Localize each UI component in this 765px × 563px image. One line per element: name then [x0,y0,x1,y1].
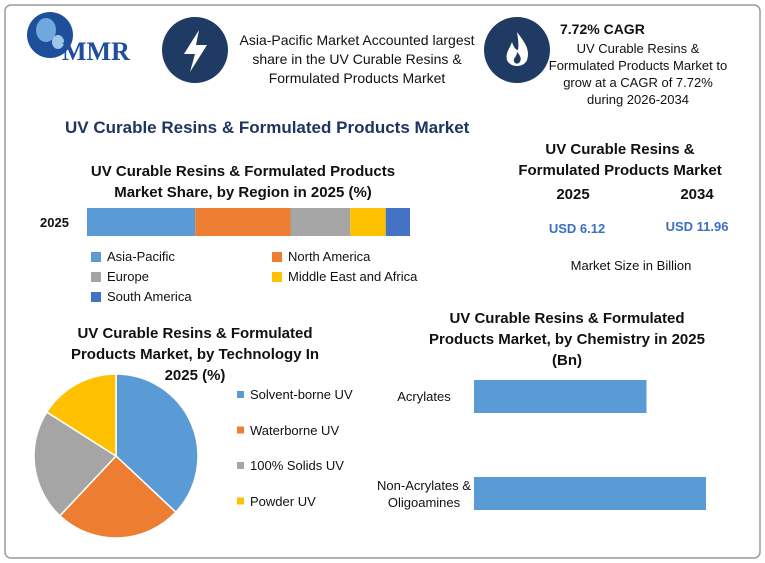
market-size-title: UV Curable Resins & Formulated Products … [518,141,722,179]
pie-slice [45,373,117,458]
legend-label: South America [107,289,192,304]
cagr-text: UV Curable Resins & Formulated Products … [548,41,728,107]
legend-label: Powder UV [250,493,316,509]
legend-swatch [91,252,101,262]
chart-title: UV Curable Resins & Formulated Products … [429,310,705,369]
chart-title: UV Curable Resins & Formulated Products … [70,325,320,384]
bar-segment [195,208,291,236]
year-label: 2025 [556,186,590,203]
bar-segment [385,208,410,236]
y-tick-label: Acrylates [397,389,451,404]
legend-swatch [91,272,101,282]
pie-slice [115,373,199,514]
cagr-title: 7.72% CAGR [560,21,645,37]
bar-segment [350,208,386,236]
chart-title: UV Curable Resins & Formulated Products … [90,163,396,201]
bar-segment [87,208,196,236]
logo-text: MMR [62,37,130,66]
market-size-note: Market Size in Billion [570,258,692,273]
legend-swatch [237,426,244,434]
bar [474,477,706,510]
legend-label: Middle East and Africa [288,269,418,284]
flame-icon [484,17,550,83]
pie-slice [58,454,177,539]
insight-text: Asia-Pacific Market Accounted largest sh… [239,32,475,86]
y-tick-label: 2025 [40,215,69,230]
legend-label: 100% Solids UV [250,458,344,473]
legend-swatch [272,252,282,262]
lightning-icon [162,17,228,83]
market-value: USD 11.96 [665,219,729,234]
bar [474,380,647,413]
y-tick-label: Non-Acrylates & Oligoamines [377,477,471,510]
legend-label: Asia-Pacific [107,249,175,264]
bar-segment [290,208,351,236]
legend-label: Waterborne UV [250,422,340,438]
legend-swatch [272,272,282,282]
main-title: UV Curable Resins & Formulated Products … [65,118,470,137]
market-value: USD 6.12 [548,221,606,236]
legend-swatch [91,292,101,302]
legend-label: Europe [107,269,149,284]
frame [4,4,761,559]
legend-label: Solvent-borne UV [250,387,353,402]
year-label: 2034 [680,186,714,203]
legend-swatch [237,462,244,469]
logo-globe [27,12,73,58]
legend-swatch [237,391,244,398]
pie-slice [33,411,118,517]
legend-swatch [237,497,244,505]
legend-label: North America [288,249,371,264]
